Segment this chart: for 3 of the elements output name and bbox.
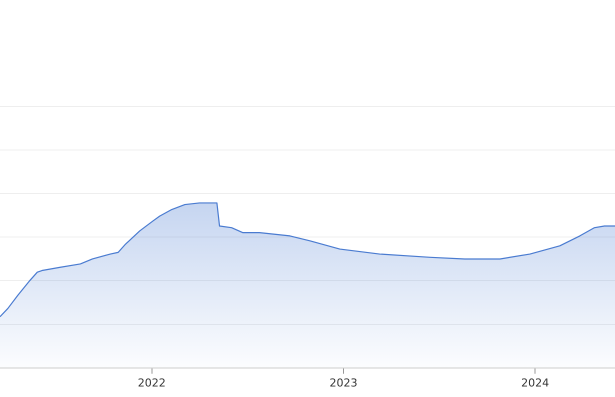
x-tick-label: 2022 xyxy=(138,376,166,390)
x-tick-label: 2024 xyxy=(521,376,550,390)
x-tick-label: 2023 xyxy=(329,376,358,390)
